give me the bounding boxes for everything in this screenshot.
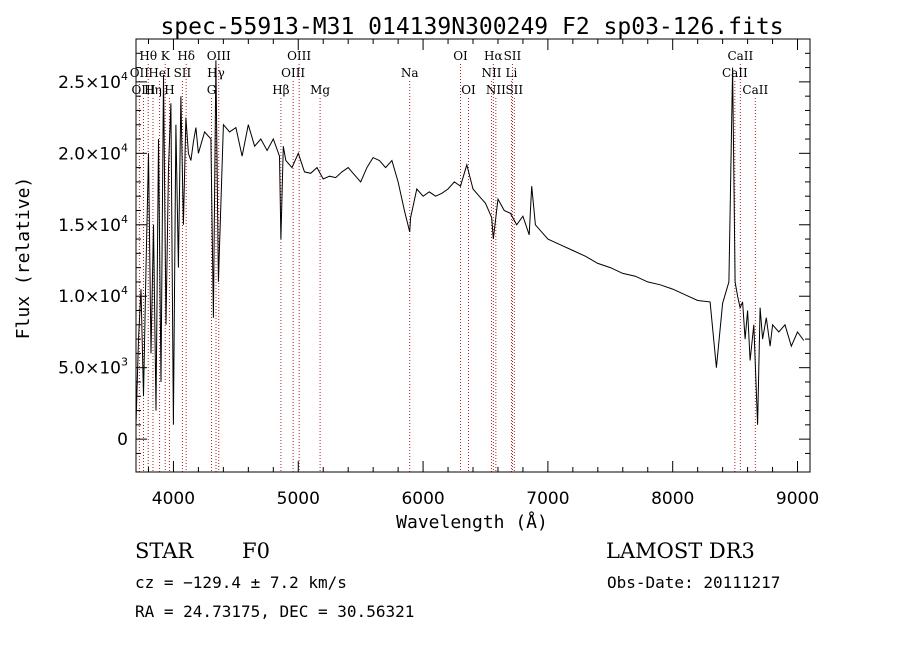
axes-layer: 4000 5000 6000 7000 8000 9000 0 5.0×103 1.0×104 1… <box>58 39 819 509</box>
annotation-label-25: CaII <box>727 49 753 63</box>
annotation-label-8: Hδ <box>177 49 195 63</box>
annotation-label-3: Hη <box>144 83 162 97</box>
annotation-label-6: SII <box>174 66 192 80</box>
annotation-label-23: NII <box>486 83 506 97</box>
x-tick-label-2: 6000 <box>401 489 444 509</box>
annotation-label-14: Hβ <box>272 83 289 97</box>
object-subclass: F0 <box>242 539 270 563</box>
annotation-label-1: OII <box>130 66 150 80</box>
obs-date: Obs-Date: 20111217 <box>607 573 781 592</box>
y-tick-label-3: 1.5×104 <box>58 213 128 236</box>
annotation-label-13: OIII <box>281 66 305 80</box>
y-tick-label-2: 1.0×104 <box>58 284 128 307</box>
annotation-label-4: K <box>161 49 171 63</box>
annotation-label-27: CaII <box>742 83 768 97</box>
x-tick-label-1: 5000 <box>277 489 320 509</box>
y-axis-label: Flux (relative) <box>13 177 34 340</box>
annotation-label-5: HeI <box>148 66 171 80</box>
annotation-label-15: Mg <box>310 83 330 97</box>
annotation-label-2: OIII <box>131 83 155 97</box>
coordinates-text: RA = 24.73175, DEC = 30.56321 <box>135 602 415 621</box>
annotation-label-21: NII <box>481 66 501 80</box>
annotation-label-22: Li <box>506 66 518 80</box>
plot-frame <box>135 38 811 473</box>
annotation-label-17: OI <box>453 49 468 63</box>
x-tick-label-4: 8000 <box>651 489 694 509</box>
annotation-label-26: CaII <box>722 66 748 80</box>
y-tick-label-1: 5.0×103 <box>58 356 128 379</box>
x-tick-label-5: 9000 <box>776 489 819 509</box>
chart-title: spec-55913-M31_014139N300249_F2_sp03-126… <box>160 14 783 40</box>
x-axis-label: Wavelength (Å) <box>396 511 548 533</box>
annotation-label-16: Na <box>401 66 419 80</box>
annotation-label-0: Hθ <box>139 49 157 63</box>
annotation-label-11: G <box>207 83 217 97</box>
annotation-label-20: SII <box>504 49 522 63</box>
x-tick-label-3: 7000 <box>526 489 569 509</box>
x-tick-label-0: 4000 <box>152 489 195 509</box>
y-tick-label-0: 0 <box>117 430 128 450</box>
annotation-label-18: OI <box>461 83 476 97</box>
object-class: STAR <box>135 539 194 563</box>
redshift-text: cz = −129.4 ± 7.2 km/s <box>135 573 347 592</box>
annotation-label-12: OIII <box>287 49 311 63</box>
spectrum-line <box>135 60 805 425</box>
annotation-label-24: SII <box>505 83 523 97</box>
survey-name: LAMOST DR3 <box>606 539 755 563</box>
y-tick-label-4: 2.0×104 <box>58 141 128 164</box>
y-tick-label-5: 2.5×104 <box>58 70 128 93</box>
annotation-label-7: H <box>164 83 174 97</box>
annotation-label-9: OIII <box>207 49 231 63</box>
annotation-label-19: Hα <box>484 49 503 63</box>
